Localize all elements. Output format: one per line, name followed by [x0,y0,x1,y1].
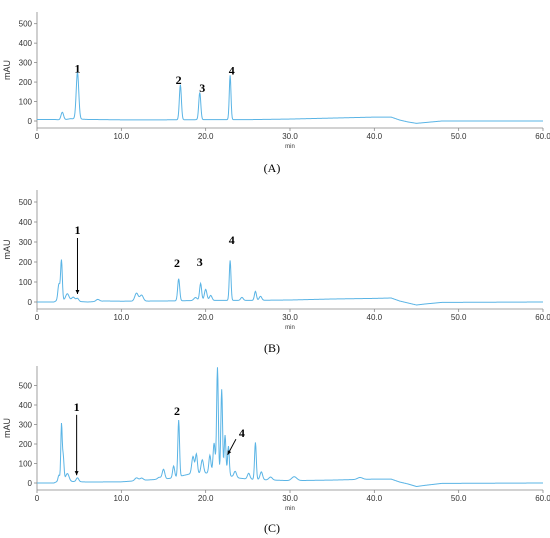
y-tick-label: 300 [19,59,33,68]
x-tick-label: 40.0 [367,313,383,322]
panel-label: (B) [264,341,280,355]
peak-label-1: 1 [74,400,80,414]
peak-label-2: 2 [176,73,182,87]
y-tick-label: 300 [19,238,33,247]
x-tick-label: 40.0 [367,494,383,503]
x-tick-label: 10.0 [114,494,130,503]
y-tick-label: 500 [19,20,33,29]
peak-label-1: 1 [74,61,80,75]
x-tick-label: 30.0 [282,132,298,141]
y-tick-label: 100 [19,278,33,287]
peak-label-2: 2 [174,404,180,418]
x-tick-label: 20.0 [198,494,214,503]
y-tick-label: 200 [19,78,33,87]
x-tick-label: 50.0 [451,313,467,322]
peak-label-3: 3 [197,255,203,269]
peak-label-4: 4 [239,426,245,440]
y-tick-label: 500 [19,198,33,207]
x-axis-label: min [285,144,295,150]
chart-panel-2: 0 100 200 300 400 500 0 10.0 20.0 30.0 40.0 50.0 60.… [2,190,550,355]
y-tick-label: 500 [19,382,33,391]
y-tick-label: 100 [19,460,33,469]
peak-label-1: 1 [74,223,80,237]
x-tick-label: 10.0 [114,132,130,141]
y-axis-label: mAU [2,418,12,438]
x-tick-label: 40.0 [367,132,383,141]
y-tick-label: 400 [19,218,33,227]
y-axis-label: mAU [2,240,12,260]
panel-label: (C) [264,521,280,535]
arrowhead-1 [75,289,80,294]
chart-panel-3: 0 100 200 300 400 500 0 10.0 20.0 30.0 40.0 50.0 60.… [2,366,550,535]
x-tick-label: 0 [35,132,40,141]
x-tick-label: 0 [35,313,40,322]
chart-panel-1: 0 100 200 300 400 500 0 10.0 20.0 30.0 40.0 50.0 60.… [2,12,550,175]
x-tick-label: 60.0 [535,132,550,141]
x-tick-label: 30.0 [282,494,298,503]
y-tick-label: 400 [19,401,33,410]
y-axis-label: mAU [2,60,12,80]
x-tick-label: 50.0 [451,132,467,141]
arrowhead-1 [74,471,79,476]
peak-label-4: 4 [229,64,235,78]
x-tick-label: 20.0 [198,132,214,141]
peak-label-3: 3 [199,81,205,95]
y-tick-label: 0 [28,298,33,307]
y-tick-label: 400 [19,39,33,48]
x-axis-label: min [285,506,295,512]
chromatogram-trace [37,259,543,306]
x-tick-label: 10.0 [114,313,130,322]
x-tick-label: 60.0 [535,494,550,503]
y-tick-label: 0 [28,479,33,488]
x-tick-label: 60.0 [535,313,550,322]
y-tick-label: 300 [19,421,33,430]
y-tick-label: 200 [19,258,33,267]
arrowhead-4 [227,450,232,455]
y-tick-label: 0 [28,117,33,126]
x-tick-label: 30.0 [282,313,298,322]
chromatogram-trace [37,72,543,124]
peak-label-4: 4 [229,233,235,247]
x-axis-label: min [285,325,295,331]
y-tick-label: 100 [19,98,33,107]
peak-label-2: 2 [174,256,180,270]
y-tick-label: 200 [19,440,33,449]
chromatogram-trace [37,367,543,488]
x-tick-label: 50.0 [451,494,467,503]
x-tick-label: 0 [35,494,40,503]
x-tick-label: 20.0 [198,313,214,322]
panel-label: (A) [264,161,281,175]
